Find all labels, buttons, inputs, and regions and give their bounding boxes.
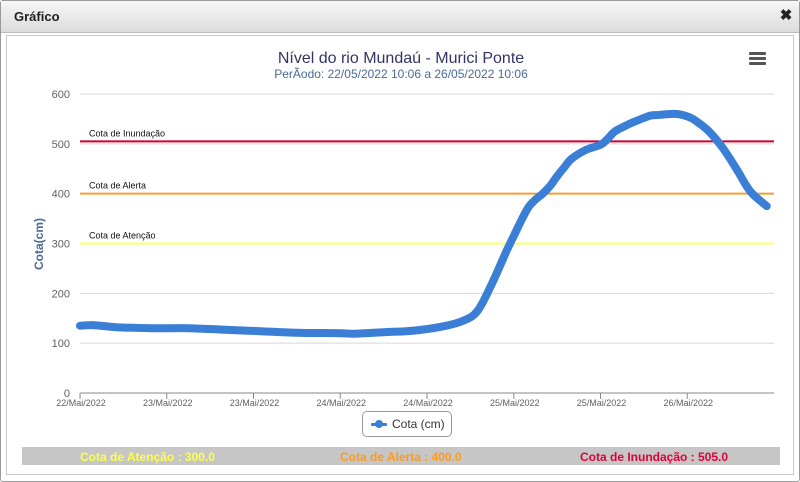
data-point (705, 127, 713, 135)
x-tick-label: 25/Mai/2022 (490, 398, 540, 408)
data-point (459, 317, 467, 325)
data-point (488, 279, 496, 287)
data-point (748, 190, 756, 198)
data-point (510, 232, 518, 240)
data-point (76, 322, 84, 330)
data-point (625, 120, 633, 128)
data-point (112, 323, 120, 331)
data-point (683, 112, 691, 120)
data-point (524, 204, 532, 212)
data-point (690, 116, 698, 124)
data-point (380, 328, 388, 336)
data-point (676, 110, 684, 118)
attention-threshold-text: Cota de Atenção : 300.0 (80, 450, 215, 464)
data-point (654, 111, 662, 119)
y-tick-label: 300 (52, 239, 70, 251)
data-point (597, 141, 604, 149)
chart-panel (6, 35, 794, 475)
data-point (503, 247, 511, 255)
alert-threshold-text: Cota de Alerta : 400.0 (340, 450, 462, 464)
data-point (553, 172, 561, 180)
y-tick-label: 400 (52, 189, 70, 201)
data-point (611, 127, 619, 135)
x-tick-label: 22/Mai/2022 (56, 398, 106, 408)
y-tick-label: 0 (64, 388, 70, 400)
data-point (148, 324, 156, 332)
data-point (582, 146, 590, 154)
data-point (546, 182, 554, 190)
data-point (539, 190, 547, 198)
data-point (437, 323, 445, 331)
data-point (257, 327, 265, 335)
data-point (568, 155, 576, 163)
y-tick-label: 500 (52, 139, 70, 151)
flood-threshold-text: Cota de Inundação : 505.0 (580, 450, 729, 464)
data-point (90, 321, 98, 329)
data-point (351, 330, 359, 338)
data-point (669, 110, 677, 118)
reference-line-label: Cota de Atenção (89, 231, 156, 241)
x-tick-label: 25/Mai/2022 (577, 398, 627, 408)
data-point (474, 307, 482, 315)
dialog-title: Gráfico (14, 9, 60, 24)
chart-subtitle: PerÃodo: 22/05/2022 10:06 a 26/05/2022 1… (274, 67, 528, 81)
data-point (763, 202, 771, 210)
data-point (531, 196, 539, 204)
y-tick-label: 200 (52, 288, 70, 300)
y-tick-label: 600 (52, 89, 70, 101)
legend-series-label: Cota (cm) (392, 417, 445, 431)
data-point (604, 135, 612, 143)
series-line (76, 109, 771, 338)
y-tick-label: 100 (52, 338, 70, 350)
x-tick-label: 26/Mai/2022 (663, 398, 713, 408)
y-axis-label: Cota(cm) (32, 218, 46, 270)
chart-legend[interactable]: Cota (cm) (362, 411, 452, 437)
x-tick-label: 24/Mai/2022 (403, 398, 453, 408)
dialog-titlebar[interactable]: Gráfico ✖ (1, 1, 799, 33)
reference-line-label: Cota de Alerta (89, 181, 146, 191)
data-point (517, 217, 525, 225)
data-point (560, 163, 568, 171)
chart-title: Nível do rio Mundaú - Murici Ponte (278, 50, 524, 67)
hamburger-menu-icon[interactable] (749, 52, 767, 68)
x-tick-label: 23/Mai/2022 (230, 398, 280, 408)
x-tick-label: 23/Mai/2022 (143, 398, 193, 408)
data-point (221, 326, 229, 334)
data-point (741, 180, 749, 188)
close-icon[interactable]: ✖ (779, 7, 793, 24)
data-point (647, 111, 655, 119)
threshold-summary-bar: Cota de Atenção : 300.0 Cota de Alerta :… (22, 447, 780, 465)
data-point (640, 114, 648, 122)
reference-line-label: Cota de Inundação (89, 128, 165, 138)
data-point (719, 145, 727, 153)
data-point (734, 167, 742, 175)
data-point (336, 329, 344, 337)
x-tick-label: 24/Mai/2022 (316, 398, 366, 408)
data-point (293, 329, 301, 337)
legend-series-marker-icon (375, 420, 383, 428)
data-point (409, 327, 417, 335)
data-point (184, 324, 192, 332)
